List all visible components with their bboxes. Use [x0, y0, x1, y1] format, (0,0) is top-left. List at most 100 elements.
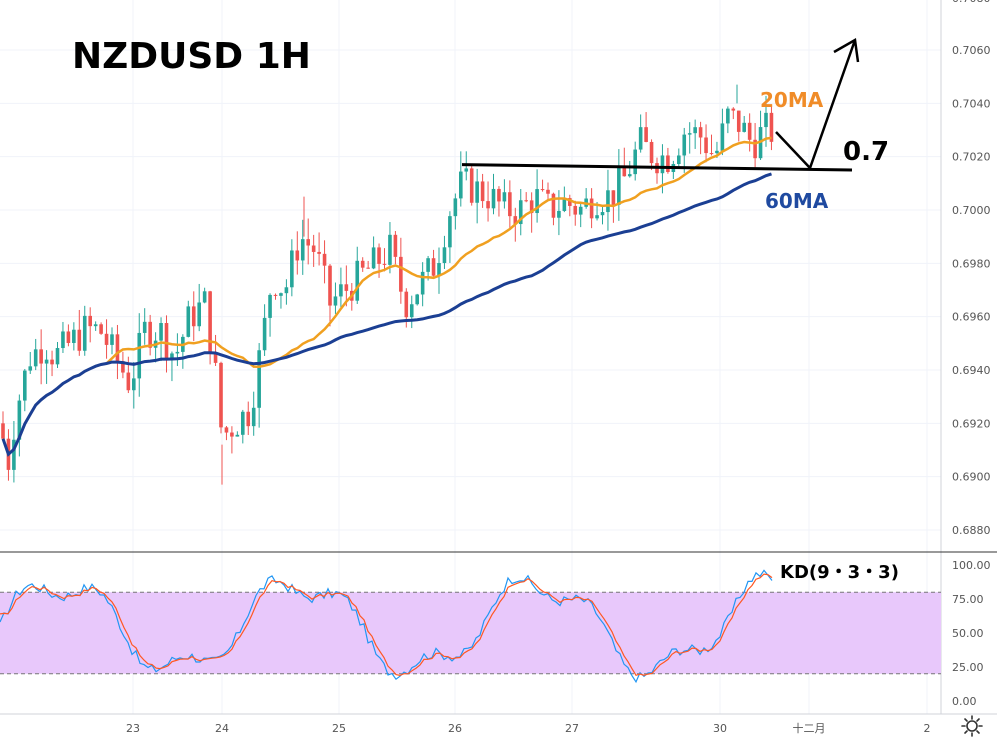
candle-body	[44, 359, 49, 364]
chart-title: NZDUSD 1H	[72, 36, 311, 77]
ma60-line	[1, 172, 772, 457]
candle	[633, 141, 637, 181]
candle	[480, 173, 485, 208]
candle-body	[322, 253, 327, 266]
candle-body	[682, 134, 687, 156]
candle	[382, 248, 387, 272]
candle	[72, 322, 76, 351]
candle-body	[142, 321, 147, 333]
candle-body	[311, 245, 316, 252]
candle	[677, 148, 681, 167]
kd-title: KD(9・3・3)	[780, 562, 899, 583]
candle	[197, 283, 201, 332]
candle-body	[241, 411, 245, 435]
candle	[578, 202, 583, 228]
gear-icon[interactable]	[958, 712, 986, 740]
kd-tick-label: 100.00	[952, 559, 991, 572]
candle	[82, 305, 87, 356]
candle	[508, 180, 512, 229]
candle-body	[649, 141, 654, 164]
candle	[33, 338, 38, 371]
candle-body	[764, 112, 768, 128]
candle-body	[442, 247, 447, 264]
candle-body	[262, 317, 267, 351]
candle	[475, 168, 479, 224]
candle-body	[279, 293, 283, 296]
candle-body	[273, 294, 278, 296]
candle-body	[82, 315, 87, 351]
candle	[317, 232, 321, 266]
candle-body	[366, 267, 370, 269]
candle	[666, 147, 670, 174]
candle-body	[61, 331, 65, 349]
candle-body	[355, 260, 360, 301]
candle	[55, 342, 60, 368]
candle-body	[382, 263, 387, 265]
candle-body	[529, 200, 534, 214]
candle-body	[426, 258, 430, 272]
candle	[393, 231, 398, 265]
candle-body	[328, 265, 332, 306]
candle-body	[208, 291, 212, 353]
candle-body	[578, 206, 583, 215]
candle-body	[104, 333, 109, 345]
candle-body	[568, 198, 572, 206]
candle-body	[170, 353, 174, 360]
candle	[431, 249, 436, 277]
candle	[175, 333, 180, 366]
candle-body	[486, 201, 490, 209]
candle-body	[540, 189, 545, 191]
candle	[671, 160, 676, 180]
candle-body	[377, 247, 381, 264]
candle	[202, 287, 207, 304]
price-tick-label: 0.7040	[952, 97, 991, 110]
kd-k-line	[0, 569, 773, 684]
candle-body	[306, 239, 310, 246]
candle	[687, 122, 692, 154]
candle-body	[611, 190, 616, 205]
price-tick-label: 0.6980	[952, 257, 991, 270]
candle	[39, 329, 43, 385]
kd-d-line	[0, 573, 773, 677]
kd-band	[0, 592, 941, 674]
candle-body	[627, 174, 632, 177]
kd-tick-label: 0.00	[952, 695, 977, 708]
candle-body	[339, 284, 343, 297]
candle	[758, 110, 763, 160]
price-tick-label: 0.7060	[952, 44, 991, 57]
candle	[622, 147, 627, 177]
candle	[290, 239, 294, 297]
candle	[339, 267, 343, 308]
candle	[453, 193, 458, 230]
candle-body	[448, 216, 452, 248]
candle	[284, 279, 289, 305]
candle	[704, 124, 708, 163]
candle	[93, 321, 98, 331]
candle-body	[224, 427, 229, 433]
candle-body	[175, 351, 180, 354]
candle	[540, 179, 545, 192]
candle	[1, 411, 5, 442]
candle-body	[66, 331, 71, 343]
candle-body	[617, 167, 621, 205]
candle-body	[704, 137, 708, 154]
price-tick-label: 0.7000	[952, 204, 991, 217]
candle	[726, 106, 730, 134]
candle-body	[677, 155, 681, 165]
candle-body	[39, 349, 43, 364]
candle	[360, 257, 365, 272]
candle	[235, 431, 240, 437]
time-tick-label: 30	[713, 722, 727, 735]
candle-body	[197, 302, 201, 327]
candle-body	[709, 153, 714, 155]
resistance-line	[461, 163, 853, 172]
candle	[442, 235, 447, 269]
candle	[213, 334, 218, 366]
candle-body	[317, 251, 321, 254]
candle-body	[518, 200, 523, 225]
candle-body	[191, 306, 196, 327]
candle	[371, 236, 376, 270]
candle	[747, 113, 752, 152]
